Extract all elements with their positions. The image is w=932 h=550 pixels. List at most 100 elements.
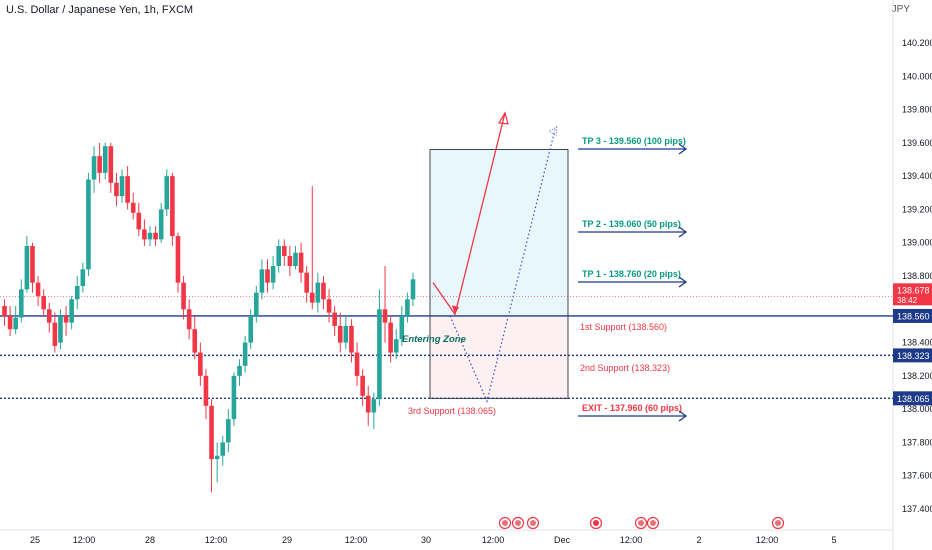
- x-tick-label: 25: [30, 535, 40, 545]
- candle-body: [203, 375, 209, 406]
- candle-body: [377, 309, 382, 400]
- take-profit-label: TP 2 - 139.060 (50 pips): [582, 219, 681, 229]
- candle-body: [63, 315, 69, 323]
- candle-body: [181, 282, 186, 310]
- x-tick-label: 12:00: [205, 535, 228, 545]
- y-tick-label: 139.400: [902, 171, 932, 181]
- candle-body: [354, 352, 360, 376]
- candle-body: [360, 375, 365, 396]
- y-tick-label: 138.200: [902, 371, 932, 381]
- economic-event-flag-icon: [502, 520, 508, 526]
- x-tick-label: 2: [696, 535, 701, 545]
- y-tick-label: 140.000: [902, 71, 932, 81]
- candle-body: [130, 202, 136, 213]
- candle-body: [382, 309, 388, 323]
- candle-body: [108, 146, 114, 183]
- candle-body: [24, 246, 30, 290]
- support-price-tag: [893, 391, 932, 406]
- target-zone-box: [429, 149, 569, 317]
- candle-body: [371, 399, 377, 413]
- candle-body: [52, 322, 58, 346]
- candle-body: [46, 309, 52, 323]
- take-profit-label: TP 3 - 139.560 (100 pips): [582, 136, 686, 146]
- economic-event-flag-icon: [593, 520, 599, 526]
- y-tick-label: 140.200: [902, 38, 932, 48]
- x-tick-label: 30: [421, 535, 431, 545]
- y-tick-label: 139.000: [902, 238, 932, 248]
- x-tick-label: 12:00: [345, 535, 368, 545]
- candle-body: [259, 269, 265, 293]
- economic-event-flag-icon: [650, 520, 656, 526]
- entry-zone-box: [429, 315, 569, 399]
- x-tick-label: 12:00: [756, 535, 779, 545]
- y-tick-label: 138.000: [902, 404, 932, 414]
- x-tick-label: 28: [145, 535, 155, 545]
- candle-body: [30, 246, 35, 283]
- x-tick-label: 12:00: [482, 535, 505, 545]
- candle-body: [293, 252, 298, 267]
- candle-body: [80, 269, 86, 286]
- dotted-scenario-path: [449, 129, 556, 404]
- candle-body: [309, 292, 315, 303]
- candle-body: [326, 299, 332, 313]
- candle-body: [58, 315, 63, 343]
- candle-body: [209, 405, 214, 460]
- candle-body: [69, 299, 74, 323]
- candle-body: [242, 342, 248, 366]
- y-tick-label: 137.600: [902, 471, 932, 481]
- candle-body: [164, 176, 170, 210]
- candle-body: [91, 156, 97, 180]
- x-tick-label: Dec: [554, 535, 571, 545]
- support-price-tag-label: 138.560: [897, 311, 930, 321]
- candle-body: [343, 325, 349, 343]
- candle-body: [399, 315, 405, 340]
- economic-event-flag-icon: [515, 520, 521, 526]
- candle-body: [337, 325, 343, 343]
- candle-body: [365, 395, 371, 413]
- support-price-tag: [893, 308, 932, 323]
- support-label: 2nd Support (138.323): [580, 363, 670, 373]
- candle-body: [158, 209, 164, 240]
- candle-body: [102, 146, 108, 173]
- candle-body: [231, 375, 237, 420]
- candle-body: [388, 322, 393, 353]
- bar-countdown: 38:42: [897, 296, 918, 305]
- target-arrow-head: [678, 276, 688, 288]
- x-tick-label: 29: [282, 535, 292, 545]
- candle-body: [170, 176, 175, 237]
- symbol-title: U.S. Dollar / Japanese Yen, 1h, FXCM: [6, 4, 194, 16]
- candle-body: [281, 246, 287, 257]
- exit-label: EXIT - 137.960 (60 pips): [582, 403, 682, 413]
- candle-body: [147, 232, 153, 240]
- candle-body: [214, 455, 220, 460]
- candle-body: [153, 232, 158, 240]
- candle-body: [114, 182, 119, 197]
- candle-body: [298, 252, 304, 273]
- candle-body: [186, 309, 192, 330]
- candle-body: [287, 256, 293, 267]
- candle-body: [119, 176, 125, 197]
- candle-body: [405, 299, 410, 316]
- candle-body: [86, 179, 91, 270]
- y-tick-label: 138.800: [902, 271, 932, 281]
- candle-body: [198, 352, 203, 376]
- x-tick-label: 5: [831, 535, 836, 545]
- candle-body: [7, 315, 13, 330]
- entering-zone-label: Entering Zone: [402, 334, 467, 345]
- y-tick-label: 139.600: [902, 138, 932, 148]
- candle-body: [410, 279, 416, 300]
- candle-body: [125, 176, 130, 203]
- candle-body: [175, 236, 181, 283]
- candle-body: [393, 339, 399, 353]
- candle-body: [304, 272, 309, 293]
- candle-body: [142, 229, 147, 240]
- candle-body: [74, 285, 80, 300]
- x-tick-label: 12:00: [73, 535, 96, 545]
- y-tick-label: 137.800: [902, 437, 932, 447]
- candle-body: [315, 282, 321, 303]
- candle-body: [220, 442, 226, 456]
- support-price-tag: [893, 348, 932, 363]
- support-label: 3rd Support (138.065): [408, 406, 496, 416]
- take-profit-label: TP 1 - 138.760 (20 pips): [582, 269, 681, 279]
